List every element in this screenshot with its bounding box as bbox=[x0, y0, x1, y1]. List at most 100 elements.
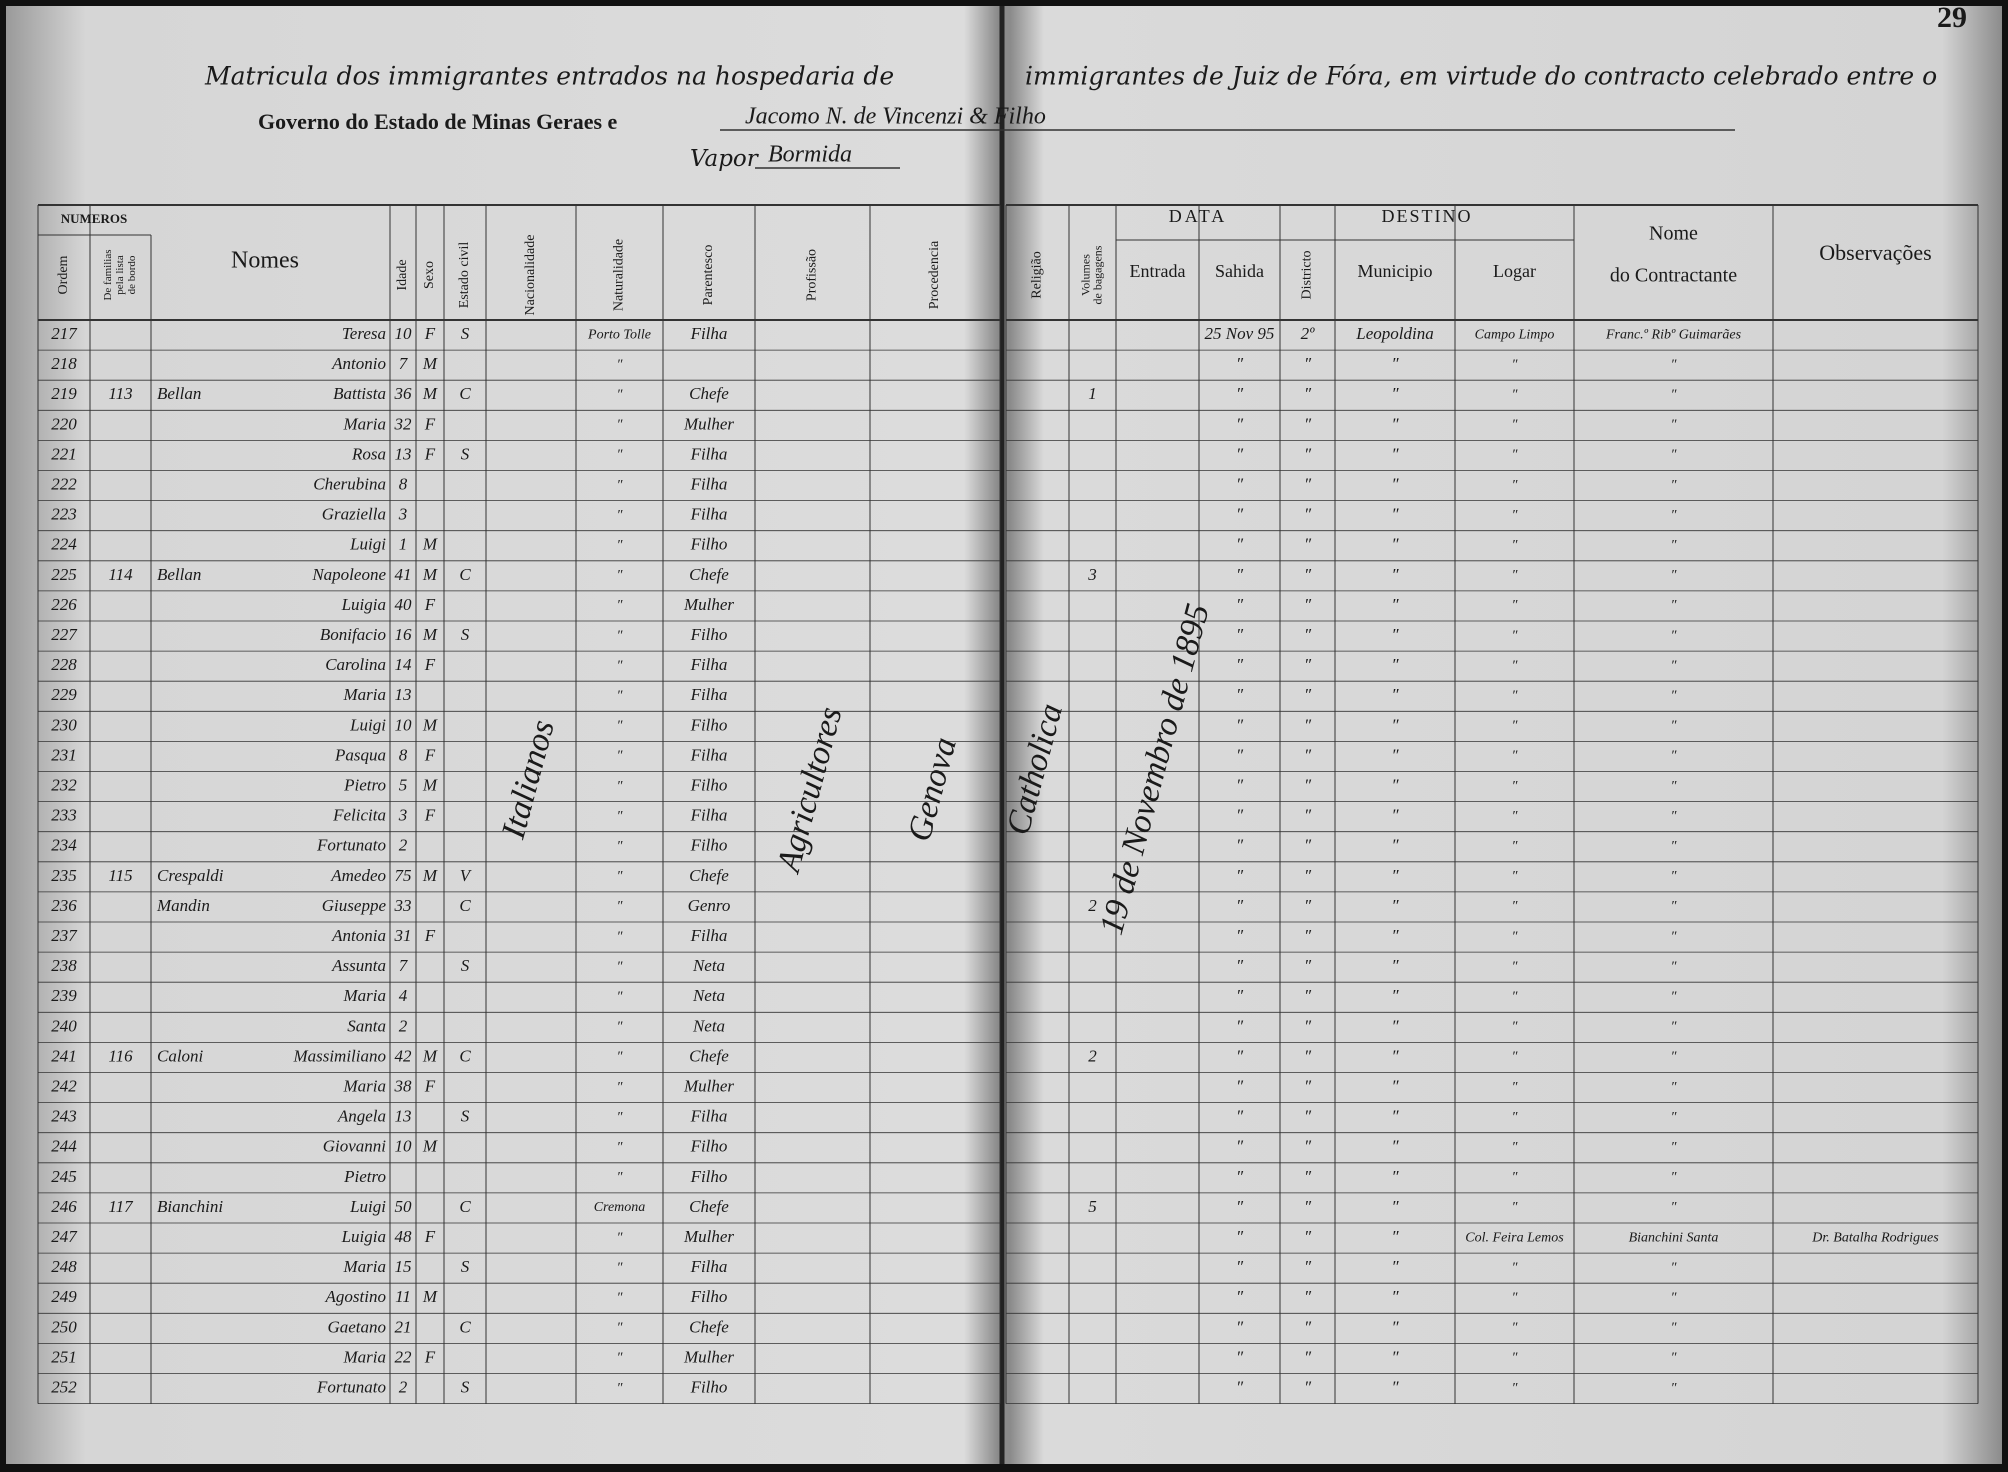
cell-mu: ″ bbox=[1391, 384, 1399, 403]
cell-n: Carolina bbox=[325, 655, 386, 674]
cell-i: 8 bbox=[399, 745, 408, 764]
cell-p: Filha bbox=[690, 806, 728, 825]
cell-sa: ″ bbox=[1236, 926, 1244, 945]
cell-sa: ″ bbox=[1236, 625, 1244, 644]
cell-o: 242 bbox=[51, 1076, 77, 1095]
cell-x: M bbox=[422, 384, 438, 403]
cell-co: ″ bbox=[1671, 929, 1677, 944]
cell-mu: ″ bbox=[1391, 1137, 1399, 1156]
cell-e: C bbox=[459, 565, 471, 584]
cell-sa: ″ bbox=[1236, 836, 1244, 855]
cell-lo: ″ bbox=[1512, 1260, 1518, 1275]
cell-nat: ″ bbox=[617, 1020, 623, 1035]
cell-lo: ″ bbox=[1512, 1290, 1518, 1305]
cell-nat: ″ bbox=[617, 839, 623, 854]
cell-p: Filho bbox=[690, 836, 728, 855]
cell-p: Neta bbox=[692, 986, 725, 1005]
cell-i: 5 bbox=[399, 775, 408, 794]
cell-o: 231 bbox=[51, 745, 77, 764]
cell-lo: ″ bbox=[1512, 1050, 1518, 1065]
cell-lo: ″ bbox=[1512, 1170, 1518, 1185]
cell-p: Filha bbox=[690, 474, 728, 493]
cell-nat: ″ bbox=[617, 1140, 623, 1155]
column-header: De familias bbox=[102, 249, 114, 300]
cell-mu: ″ bbox=[1391, 836, 1399, 855]
cell-lo: ″ bbox=[1512, 598, 1518, 613]
cell-o: 245 bbox=[51, 1167, 77, 1186]
cell-f: 115 bbox=[108, 866, 132, 885]
cell-nat: ″ bbox=[617, 538, 623, 553]
cell-mu: ″ bbox=[1391, 1287, 1399, 1306]
cell-i: 32 bbox=[394, 414, 413, 433]
cell-mu: ″ bbox=[1391, 1076, 1399, 1095]
cell-p: Mulher bbox=[683, 595, 734, 614]
cell-co: ″ bbox=[1671, 357, 1677, 372]
cell-sa: ″ bbox=[1236, 1197, 1244, 1216]
cell-x: F bbox=[424, 1076, 436, 1095]
cell-n: Felicita bbox=[332, 806, 386, 825]
cell-di: ″ bbox=[1304, 444, 1312, 463]
cell-co: ″ bbox=[1671, 688, 1677, 703]
column-header: Sahida bbox=[1215, 261, 1264, 281]
cell-lo: ″ bbox=[1512, 779, 1518, 794]
cell-di: ″ bbox=[1304, 1197, 1312, 1216]
cell-di: ″ bbox=[1304, 956, 1312, 975]
cell-nat: ″ bbox=[617, 568, 623, 583]
cell-n: Amedeo bbox=[330, 866, 386, 885]
cell-mu: ″ bbox=[1391, 625, 1399, 644]
cell-p: Chefe bbox=[689, 1046, 729, 1065]
cell-o: 224 bbox=[51, 535, 77, 554]
cell-mu: ″ bbox=[1391, 535, 1399, 554]
cell-n: Santa bbox=[347, 1016, 386, 1035]
cell-i: 13 bbox=[395, 685, 412, 704]
cell-x: F bbox=[424, 806, 436, 825]
cell-di: ″ bbox=[1304, 1107, 1312, 1126]
cell-lo: ″ bbox=[1512, 387, 1518, 402]
cell-i: 41 bbox=[395, 565, 412, 584]
cell-sa: ″ bbox=[1236, 806, 1244, 825]
cell-n: Luigi bbox=[349, 715, 386, 734]
cell-i: 22 bbox=[395, 1347, 413, 1366]
cell-o: 220 bbox=[51, 414, 77, 433]
cell-n: Maria bbox=[343, 1347, 387, 1366]
cell-lo: ″ bbox=[1512, 1080, 1518, 1095]
cell-p: Filha bbox=[690, 745, 728, 764]
cell-i: 2 bbox=[399, 1377, 408, 1396]
cell-v: 5 bbox=[1088, 1197, 1097, 1216]
cell-mu: ″ bbox=[1391, 1377, 1399, 1396]
cell-co: ″ bbox=[1671, 598, 1677, 613]
cell-f: 113 bbox=[108, 384, 132, 403]
cell-nat: ″ bbox=[617, 1290, 623, 1305]
cell-di: ″ bbox=[1304, 896, 1312, 915]
cell-n: Assunta bbox=[331, 956, 386, 975]
cell-s: Bianchini bbox=[157, 1197, 223, 1216]
cell-nat: ″ bbox=[617, 869, 623, 884]
cell-n: Teresa bbox=[342, 324, 386, 343]
cell-x: F bbox=[424, 414, 436, 433]
cell-nat: ″ bbox=[617, 688, 623, 703]
cell-sa: ″ bbox=[1236, 354, 1244, 373]
cell-n: Maria bbox=[343, 1257, 387, 1276]
cell-co: ″ bbox=[1671, 1381, 1677, 1396]
cell-mu: ″ bbox=[1391, 565, 1399, 584]
cell-di: ″ bbox=[1304, 1016, 1312, 1035]
cell-sa: ″ bbox=[1236, 595, 1244, 614]
cell-ob: Dr. Batalha Rodrigues bbox=[1811, 1230, 1939, 1245]
cell-o: 236 bbox=[51, 896, 77, 915]
column-header: Observações bbox=[1819, 240, 1931, 265]
cell-o: 222 bbox=[51, 474, 77, 493]
cell-v: 1 bbox=[1088, 384, 1097, 403]
cell-nat: ″ bbox=[617, 1170, 623, 1185]
cell-sa: 25 Nov 95 bbox=[1205, 324, 1275, 343]
cell-sa: ″ bbox=[1236, 866, 1244, 885]
cell-sa: ″ bbox=[1236, 1046, 1244, 1065]
cell-o: 228 bbox=[51, 655, 77, 674]
cell-di: ″ bbox=[1304, 474, 1312, 493]
cell-x: F bbox=[424, 655, 436, 674]
cell-o: 221 bbox=[51, 444, 77, 463]
cell-p: Filha bbox=[690, 324, 728, 343]
cell-lo: Campo Limpo bbox=[1475, 327, 1555, 342]
cell-sa: ″ bbox=[1236, 986, 1244, 1005]
column-header: DESTINO bbox=[1382, 206, 1473, 226]
cell-nat: ″ bbox=[617, 1050, 623, 1065]
